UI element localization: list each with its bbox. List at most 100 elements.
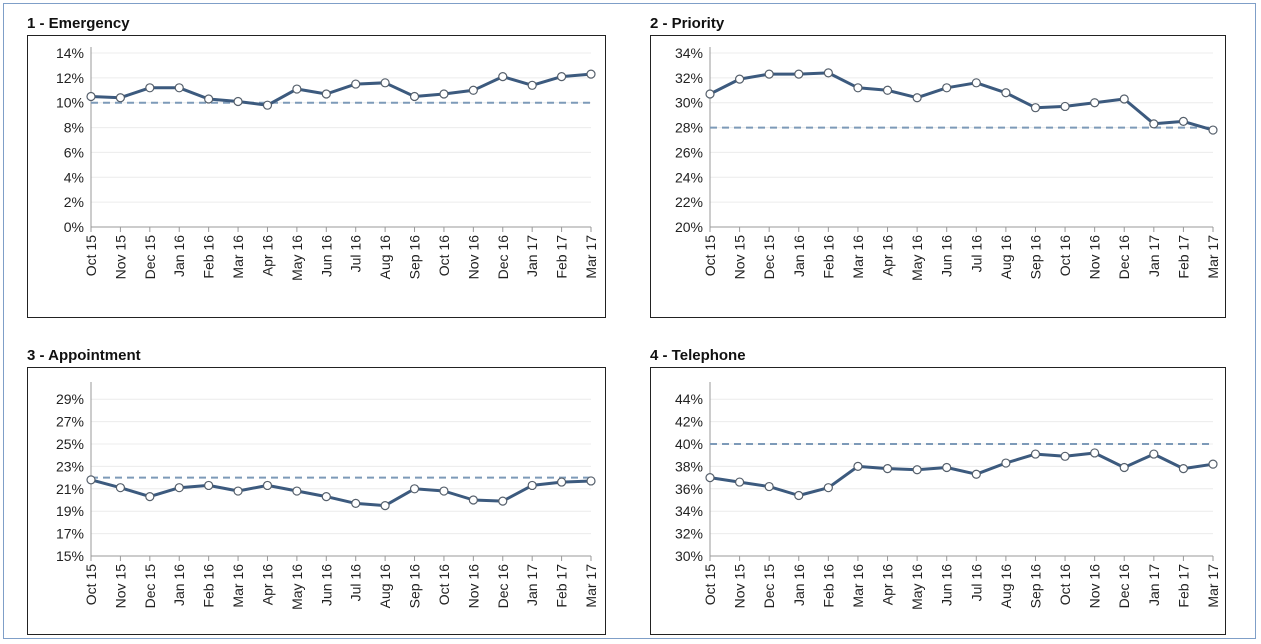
data-point: [1208, 125, 1218, 135]
data-point: [1178, 464, 1189, 474]
x-tick-label: Jul 16: [968, 564, 984, 602]
x-tick-label: Feb 17: [1175, 235, 1191, 279]
line-chart-priority: 20% 22% 24% 26% 28% 30% 32% 34% Oct 15 Nov 15 Dec …: [675, 45, 1221, 281]
data-point: [204, 480, 214, 491]
x-tick-label: Dec 16: [1116, 564, 1132, 609]
data-point: [351, 498, 361, 508]
data-point: [527, 480, 537, 491]
x-tick-label: Apr 16: [259, 235, 275, 276]
y-tick-label: 34%: [675, 503, 703, 519]
x-tick-label: Mar 16: [230, 564, 246, 608]
x-tick-label: Oct 16: [1057, 564, 1073, 605]
y-tick-label: 2%: [64, 194, 84, 210]
data-point: [1090, 448, 1100, 458]
x-tick-label: Jun 16: [318, 235, 334, 277]
x-tick-label: Apr 16: [259, 564, 275, 605]
data-point: [556, 477, 567, 487]
x-tick-label: Nov 16: [465, 564, 481, 609]
data-point: [971, 469, 981, 479]
y-tick-label: 30%: [675, 548, 703, 564]
x-tick-label: Dec 16: [495, 564, 511, 609]
x-tick-label: Dec 15: [142, 235, 158, 280]
x-tick-label: Oct 15: [83, 564, 99, 605]
data-point: [1208, 459, 1218, 469]
chart-title: 2 - Priority: [650, 15, 725, 32]
data-point: [1001, 88, 1011, 98]
y-tick-label: 20%: [675, 219, 703, 235]
data-point: [1001, 458, 1011, 468]
x-tick-label: Nov 15: [112, 235, 128, 280]
x-tick-label: Jan 16: [171, 235, 187, 277]
data-point: [912, 465, 922, 475]
data-point: [764, 481, 774, 492]
x-tick-label: Mar 17: [1205, 564, 1221, 608]
x-tick-label: Feb 17: [554, 235, 570, 279]
chart-box: 0% 2% 4% 6% 8% 10% 12% 14% Oct 15 Nov 15 Dec 15 Jan…: [27, 35, 606, 318]
data-point: [1149, 449, 1159, 459]
data-point: [262, 480, 273, 491]
y-tick-label: 12%: [56, 70, 84, 86]
x-tick-label: Oct 16: [1057, 235, 1073, 276]
x-tick-label: Aug 16: [998, 564, 1014, 609]
data-point: [468, 85, 478, 95]
x-tick-label: Mar 17: [1205, 235, 1221, 279]
data-point: [439, 486, 449, 496]
y-tick-label: 42%: [675, 414, 703, 430]
y-tick-label: 40%: [675, 436, 703, 452]
x-tick-label: Jan 17: [524, 235, 540, 277]
x-tick-label: Jan 17: [524, 564, 540, 606]
x-tick-label: Oct 16: [436, 235, 452, 276]
x-tick-label: Sep 16: [407, 564, 423, 609]
x-tick-label: Jan 17: [1146, 235, 1162, 277]
line-chart-emergency: 0% 2% 4% 6% 8% 10% 12% 14% Oct 15 Nov 15 Dec 15 Jan…: [56, 45, 599, 281]
x-tick-label: Mar 16: [850, 564, 866, 608]
y-tick-label: 28%: [675, 120, 703, 136]
data-point: [1090, 98, 1100, 108]
data-point: [86, 91, 96, 102]
data-point: [705, 89, 715, 99]
x-tick-label: Jan 16: [791, 564, 807, 606]
data-point: [942, 83, 952, 93]
y-tick-label: 30%: [675, 95, 703, 111]
data-point: [380, 78, 390, 88]
series-line: [90, 72, 592, 107]
dashboard-frame: [3, 3, 1256, 639]
line-chart-appointment: 15% 17% 19% 21% 23% 25% 27% 29% Oct 15 Nov 15 Dec …: [56, 382, 599, 610]
y-tick-label: 24%: [675, 169, 703, 185]
x-tick-label: May 16: [909, 564, 925, 610]
y-tick-label: 38%: [675, 458, 703, 474]
data-point: [556, 72, 567, 82]
data-point: [498, 72, 508, 82]
data-point: [409, 91, 420, 102]
series-line: [709, 71, 1214, 132]
data-point: [586, 476, 596, 486]
data-point: [468, 495, 478, 505]
y-tick-label: 44%: [675, 391, 703, 407]
x-tick-label: Aug 16: [377, 564, 393, 609]
x-tick-label: Dec 16: [1116, 235, 1132, 280]
data-point: [115, 483, 126, 493]
y-tick-label: 15%: [56, 548, 84, 564]
chart-title: 1 - Emergency: [27, 15, 130, 32]
x-tick-label: Dec 15: [761, 235, 777, 280]
data-point: [498, 496, 508, 506]
x-tick-label: Mar 16: [230, 235, 246, 279]
y-tick-label: 0%: [64, 219, 84, 235]
x-tick-label: Nov 15: [112, 564, 128, 609]
data-point: [174, 483, 184, 493]
x-tick-label: Feb 16: [820, 564, 836, 608]
data-point: [1119, 94, 1129, 104]
data-point: [734, 74, 745, 84]
data-point: [1119, 462, 1129, 473]
x-tick-label: Mar 17: [583, 235, 599, 279]
series-line: [90, 478, 592, 508]
data-point: [794, 69, 804, 79]
data-point: [853, 83, 863, 93]
x-tick-label: Feb 16: [201, 235, 217, 279]
x-tick-label: Nov 16: [465, 235, 481, 280]
x-tick-label: Jul 16: [348, 564, 364, 602]
series-line: [709, 451, 1214, 497]
data-point: [823, 68, 833, 78]
data-point: [705, 472, 715, 483]
data-point: [86, 475, 96, 485]
